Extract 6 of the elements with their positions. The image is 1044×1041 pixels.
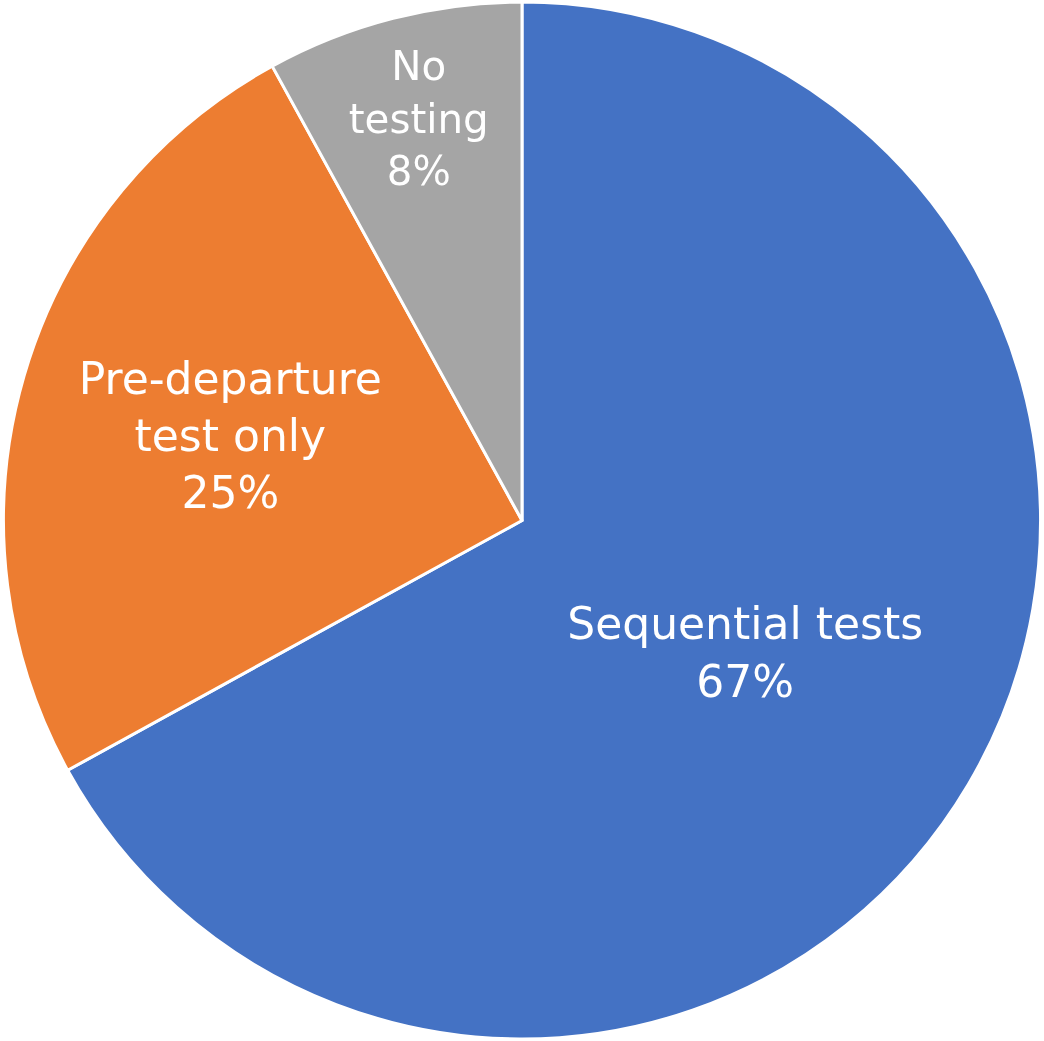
slice-label: Pre-departure test only [78,353,382,462]
slice-label: No testing [348,43,489,143]
data-label: 67% [696,655,795,707]
data-label: 8% [386,148,451,196]
data-label: 25% [181,467,280,519]
slice-label: Sequential tests [567,598,924,650]
